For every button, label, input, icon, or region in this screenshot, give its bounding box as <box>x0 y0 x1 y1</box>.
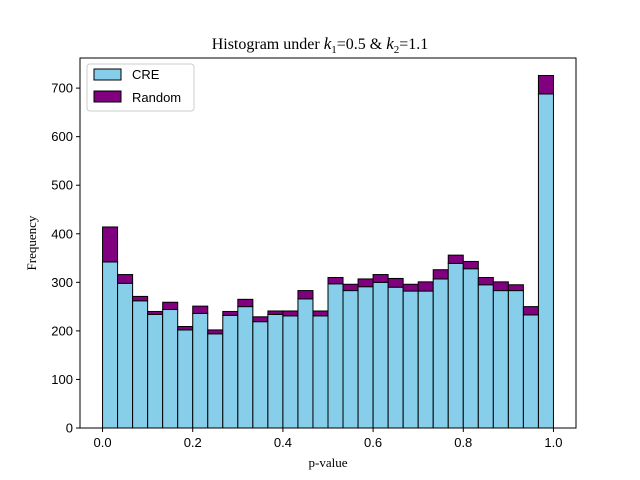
bar-cre-9 <box>237 306 254 429</box>
bar-random-5 <box>177 326 194 331</box>
bar-cre-17 <box>357 286 374 429</box>
bar-random-24 <box>462 260 479 270</box>
bar-cre-13 <box>297 298 314 429</box>
y-tick-label: 500 <box>51 178 73 193</box>
bar-random-23 <box>447 254 464 264</box>
bar-cre-23 <box>447 262 464 429</box>
bar-random-22 <box>432 269 449 280</box>
bar-cre-29 <box>537 93 554 429</box>
bar-random-1 <box>117 274 134 284</box>
legend-label-random: Random <box>132 90 181 105</box>
bar-cre-27 <box>507 290 524 429</box>
bar-cre-22 <box>432 278 449 429</box>
bar-cre-11 <box>267 313 284 429</box>
bar-random-28 <box>522 306 539 316</box>
bar-random-18 <box>372 274 389 283</box>
bar-random-21 <box>417 281 434 292</box>
bar-random-14 <box>312 310 329 317</box>
legend-swatch-cre <box>93 68 122 81</box>
bar-random-6 <box>192 305 209 314</box>
y-tick-label: 100 <box>51 372 73 387</box>
y-tick-label: 200 <box>51 323 73 338</box>
legend-swatch-random <box>93 90 122 103</box>
bar-cre-28 <box>522 314 539 429</box>
bar-cre-4 <box>162 309 179 429</box>
bar-cre-14 <box>312 315 329 429</box>
bar-cre-19 <box>387 286 404 429</box>
bar-random-16 <box>342 283 359 292</box>
bar-cre-5 <box>177 329 194 429</box>
bar-random-26 <box>492 281 509 292</box>
bar-cre-2 <box>132 300 149 429</box>
plot-frame <box>79 57 577 429</box>
bar-cre-26 <box>492 290 509 429</box>
y-axis-label: Frequency <box>24 215 39 270</box>
y-tick-label: 300 <box>51 275 73 290</box>
bar-random-29 <box>537 74 554 95</box>
bar-cre-0 <box>102 261 119 429</box>
bar-random-7 <box>207 329 224 335</box>
bar-random-2 <box>132 295 149 302</box>
bar-cre-8 <box>222 314 239 429</box>
bar-cre-12 <box>282 315 299 429</box>
bar-random-15 <box>327 276 344 285</box>
bar-cre-7 <box>207 333 224 429</box>
bar-random-17 <box>357 278 374 288</box>
y-axis-ticks: 0 100 200 300 400 500 600 700 <box>51 81 80 436</box>
x-tick-label: 0.2 <box>184 435 202 450</box>
bar-cre-25 <box>477 284 494 429</box>
x-tick-label: 0.6 <box>364 435 382 450</box>
bars-group <box>102 74 554 429</box>
bar-random-27 <box>507 284 524 292</box>
bar-cre-16 <box>342 290 359 429</box>
bar-random-4 <box>162 301 179 311</box>
bar-cre-6 <box>192 312 209 429</box>
legend: CRE Random <box>86 63 195 112</box>
bar-cre-20 <box>402 290 419 429</box>
legend-label-cre: CRE <box>132 67 160 82</box>
x-tick-label: 1.0 <box>544 435 562 450</box>
x-tick-label: 0.8 <box>454 435 472 450</box>
bar-cre-18 <box>372 281 389 429</box>
x-tick-label: 0.4 <box>274 435 292 450</box>
bar-cre-15 <box>327 283 344 429</box>
x-tick-label: 0.0 <box>94 435 112 450</box>
bar-random-13 <box>297 290 314 300</box>
bar-random-11 <box>267 310 284 315</box>
chart-title: Histogram under k1=0.5 & k2=1.1 <box>212 34 429 56</box>
bar-cre-10 <box>252 321 269 429</box>
y-tick-label: 0 <box>66 421 73 436</box>
y-tick-label: 600 <box>51 129 73 144</box>
bar-cre-21 <box>417 290 434 429</box>
bar-random-3 <box>147 310 164 315</box>
bar-random-12 <box>282 310 299 317</box>
bar-cre-1 <box>117 282 134 429</box>
bar-cre-3 <box>147 313 164 429</box>
bar-random-0 <box>102 226 119 263</box>
bar-random-10 <box>252 316 269 323</box>
x-axis-ticks: 0.0 0.2 0.4 0.6 0.8 1.0 <box>94 428 562 450</box>
x-axis-label: p-value <box>309 455 348 470</box>
bar-random-19 <box>387 277 404 288</box>
y-tick-label: 400 <box>51 226 73 241</box>
bar-random-8 <box>222 310 239 316</box>
bar-random-9 <box>237 298 254 308</box>
bar-random-25 <box>477 276 494 286</box>
y-tick-label: 700 <box>51 81 73 96</box>
bar-random-20 <box>402 283 419 292</box>
bar-cre-24 <box>462 268 479 429</box>
